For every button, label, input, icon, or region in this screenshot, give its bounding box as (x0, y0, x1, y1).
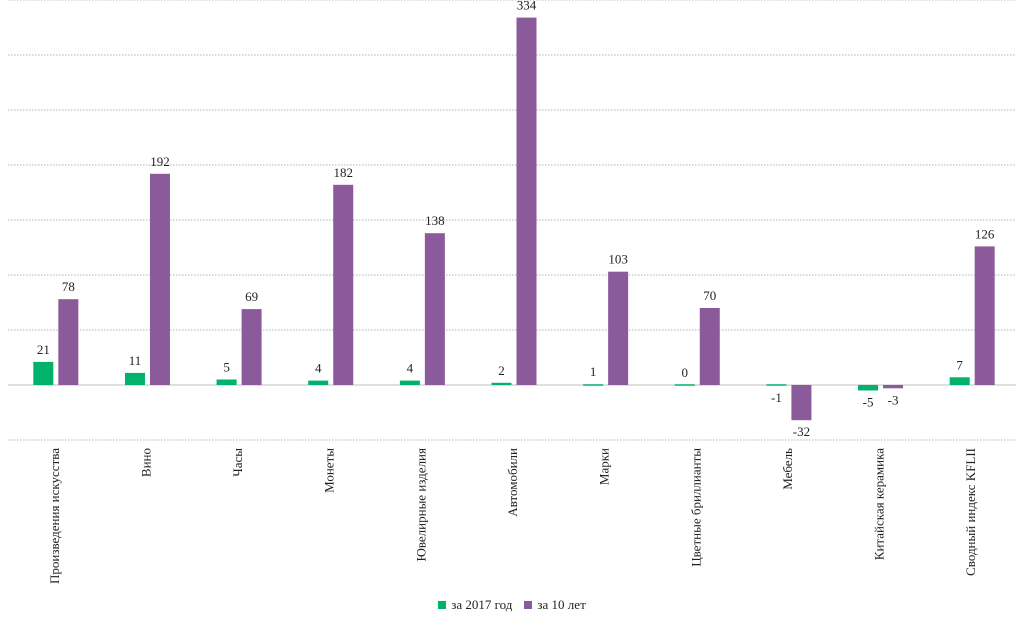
bar-series-2 (791, 385, 812, 421)
bar-series-1 (858, 385, 879, 391)
bar-series-1 (674, 384, 695, 386)
legend-label-series-2: за 10 лет (537, 597, 586, 612)
category-label: Мебель (780, 448, 795, 490)
data-label: -5 (863, 395, 874, 410)
category-label: Автомобили (505, 448, 520, 517)
data-label: -32 (793, 424, 810, 439)
bar-series-2 (424, 233, 445, 385)
category-label: Сводный индекс KFLII (963, 448, 978, 576)
bar-series-1 (399, 380, 420, 385)
bar-series-2 (883, 385, 904, 389)
bar-series-2 (974, 246, 995, 385)
gridlines (8, 0, 1016, 441)
data-label: 2 (498, 363, 505, 378)
bar-series-2 (516, 17, 537, 385)
category-label: Китайская керамика (872, 448, 887, 560)
bar-series-2 (241, 309, 262, 385)
data-label: 1 (590, 364, 597, 379)
bar-series-2 (699, 308, 720, 385)
legend-swatch-series-2 (524, 601, 533, 609)
legend: за 2017 год за 10 лет (0, 597, 1024, 613)
category-label: Часы (230, 448, 245, 477)
data-label: 138 (425, 213, 445, 228)
data-label: 7 (956, 357, 963, 372)
data-label: 11 (129, 353, 142, 368)
category-label: Марки (597, 448, 612, 485)
category-label: Произведения искусства (47, 448, 62, 584)
bar-series-1 (124, 372, 145, 385)
category-label: Ювелирные изделия (413, 448, 428, 562)
data-label: 103 (608, 252, 628, 267)
bars (33, 17, 995, 421)
category-label: Монеты (322, 448, 337, 493)
category-label: Цветные бриллианты (688, 448, 703, 567)
data-label: 0 (682, 365, 689, 380)
bar-series-1 (949, 377, 970, 385)
bar-series-1 (33, 361, 54, 385)
legend-item-series-1: за 2017 год (438, 597, 512, 613)
data-label: -3 (888, 392, 899, 407)
data-label: 4 (407, 361, 414, 376)
legend-swatch-series-1 (438, 601, 447, 609)
bar-series-2 (608, 271, 629, 385)
data-label: 126 (975, 226, 995, 241)
legend-item-series-2: за 10 лет (524, 597, 586, 613)
data-label: 192 (150, 154, 170, 169)
bar-series-2 (58, 299, 79, 385)
data-label: 182 (333, 165, 353, 180)
bar-series-2 (149, 173, 170, 385)
data-label: 21 (37, 342, 50, 357)
bar-series-1 (308, 380, 329, 385)
bar-series-1 (216, 379, 237, 385)
data-label: 69 (245, 289, 258, 304)
bar-series-2 (333, 184, 354, 385)
data-label: 78 (62, 279, 75, 294)
data-label: 70 (703, 288, 716, 303)
data-label: 5 (223, 360, 230, 375)
category-label: Вино (138, 448, 153, 477)
data-label: 334 (517, 0, 537, 13)
bar-series-1 (583, 384, 604, 386)
data-label: 4 (315, 361, 322, 376)
data-labels: 21 78 11 192 5 69 4 182 4 138 2 334 1 103 0 70 -1 -32 -5 -3… (37, 0, 995, 439)
category-labels: Произведения искусства Вино Часы Монеты Ювел… (47, 448, 978, 584)
bar-series-1 (766, 384, 787, 386)
legend-label-series-1: за 2017 год (451, 597, 513, 612)
data-label: -1 (771, 390, 782, 405)
bar-series-1 (491, 382, 512, 385)
